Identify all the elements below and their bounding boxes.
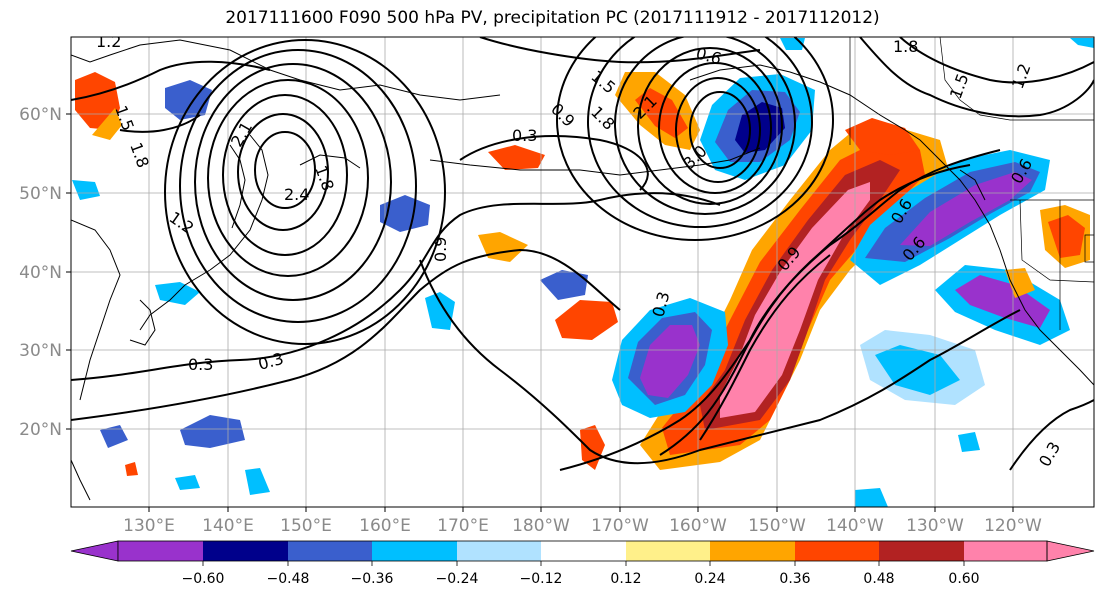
contour-label: 1.8 [893, 37, 918, 56]
lat-tick-label: 50°N [19, 184, 62, 204]
colorbar-label: −0.12 [520, 571, 563, 587]
map-title: 2017111600 F090 500 hPa PV, precipitatio… [225, 8, 880, 28]
coast-neg-inner [900, 172, 1032, 246]
colorbar-segment [879, 541, 964, 561]
map-panel: 1.2 1.5 1.8 2.1 2.4 0.6 1.5 0.9 1.8 2.1 … [71, 32, 1094, 507]
lon-tick-label: 130°W [906, 516, 964, 536]
colorbar-label: −0.48 [267, 571, 310, 587]
colorbar-extend-right [1046, 540, 1095, 562]
lon-tick-label: 150°W [748, 516, 806, 536]
colorbar-segment [288, 541, 372, 561]
colorbar-label: −0.36 [351, 571, 394, 587]
colorbar-label: 0.48 [863, 571, 894, 587]
colorbar-label: 0.12 [610, 571, 641, 587]
colorbar-segment [457, 541, 541, 561]
colorbar-segment [541, 541, 626, 561]
midpac-pos [555, 300, 618, 340]
lat-tick-label: 20°N [19, 420, 62, 440]
colorbar-segment [203, 541, 288, 561]
contour-label: 2.4 [284, 185, 309, 204]
colorbar-segment [964, 541, 1047, 561]
colorbar-extend-left [70, 540, 119, 562]
east-small-neg [958, 432, 980, 452]
colorbar-label: −0.60 [182, 571, 225, 587]
jp-neg [380, 195, 430, 232]
mid-neg [425, 292, 455, 330]
colorbar: −0.60 −0.48 −0.36 −0.24 −0.12 0.12 0.24 … [70, 540, 1095, 587]
lon-tick-label: 170°E [437, 516, 489, 536]
gulf-pos [1005, 268, 1035, 298]
subtrop-neg-core [640, 325, 700, 398]
lat-tick-label: 40°N [19, 263, 62, 283]
canada-pos-inner [1048, 215, 1085, 258]
colorbar-label: 0.60 [948, 571, 979, 587]
colorbar-label: 0.36 [779, 571, 810, 587]
lat-axis: 60°N 50°N 40°N 30°N 20°N [19, 105, 71, 440]
colorbar-segment [372, 541, 457, 561]
contour-label: 1.2 [96, 32, 121, 51]
lon-tick-label: 180°W [512, 516, 570, 536]
east-neg-inner [955, 275, 1050, 328]
far-east-neg [855, 488, 888, 507]
colorbar-segment [118, 541, 203, 561]
colorbar-segment [710, 541, 795, 561]
sw-pos-1-outer [92, 108, 122, 140]
colorbar-segment [626, 541, 710, 561]
contour-label: 0.3 [512, 126, 537, 145]
lon-tick-label: 120°W [984, 516, 1042, 536]
lon-tick-label: 140°E [202, 516, 254, 536]
lon-tick-label: 150°E [280, 516, 332, 536]
colorbar-label: 0.24 [694, 571, 725, 587]
colorbar-segment [795, 541, 879, 561]
contour-label: 0.9 [431, 237, 450, 262]
pv-contours [71, 37, 1094, 471]
colorbar-label: −0.24 [436, 571, 479, 587]
contour-label: 0.3 [188, 355, 213, 374]
sw-neg-2 [72, 180, 100, 200]
alaska-pos-inner [635, 88, 688, 138]
midpac-neg [540, 270, 588, 300]
lat-tick-label: 60°N [19, 105, 62, 125]
sw-small-pos [125, 462, 138, 476]
lon-tick-label: 160°E [359, 516, 411, 536]
trop-neg-4 [245, 468, 270, 495]
lon-axis: 130°E 140°E 150°E 160°E 170°E 180°W 170°… [123, 507, 1042, 536]
pv-contour-2.4 [254, 131, 316, 209]
lon-tick-label: 160°W [669, 516, 727, 536]
political-borders [849, 37, 1094, 330]
ne-neg [1070, 38, 1094, 48]
trop-neg-3 [175, 475, 200, 490]
lat-tick-label: 30°N [19, 341, 62, 361]
kur-pos [488, 145, 545, 170]
lon-tick-label: 170°W [591, 516, 649, 536]
lon-tick-label: 130°E [123, 516, 175, 536]
tropic-neg-2 [100, 425, 128, 448]
tropic-neg-1 [180, 415, 245, 448]
lon-tick-label: 140°W [826, 516, 884, 536]
okh-neg [155, 282, 200, 305]
